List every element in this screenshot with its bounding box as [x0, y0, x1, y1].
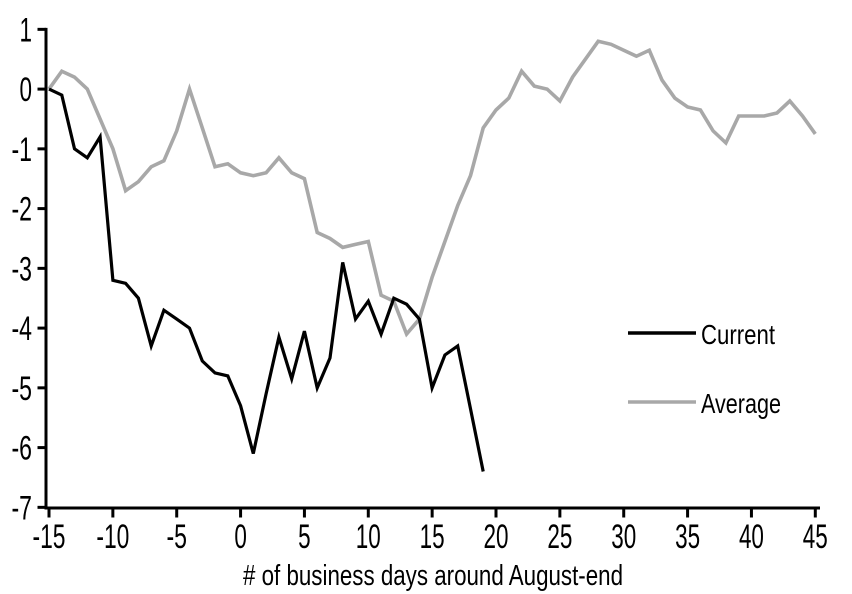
legend: Current Average: [628, 319, 781, 419]
y-tick-label: -3: [12, 250, 33, 288]
x-tick-label: 5: [298, 518, 311, 556]
y-tick-label: -5: [12, 370, 33, 408]
series-line-average: [47, 39, 817, 338]
x-tick-label: 10: [356, 518, 381, 556]
y-tick-label: 1: [20, 11, 33, 49]
axes-layer: [37, 27, 820, 518]
x-tick-label: -5: [166, 518, 187, 556]
x-tick-label: 35: [675, 518, 700, 556]
x-tick-label: 30: [611, 518, 636, 556]
x-tick-label: -15: [33, 518, 66, 556]
x-tick-label: 20: [484, 518, 509, 556]
legend-label-current: Current: [701, 319, 775, 350]
y-tick-label: -1: [12, 131, 33, 169]
x-tick-label: -10: [96, 518, 129, 556]
y-tick-label: -4: [12, 310, 33, 348]
tick-label-layer: 10-1-2-3-4-5-6-7-15 -10 -5 0 5 10 15 20 25 30 35 40…: [12, 11, 828, 556]
x-tick-label: 0: [234, 518, 247, 556]
x-tick-label: 40: [739, 518, 764, 556]
legend-label-average: Average: [701, 388, 781, 419]
series-line-current: [48, 87, 485, 472]
y-tick-label: -2: [12, 191, 33, 229]
x-tick-label: 25: [547, 518, 572, 556]
y-tick-label: -6: [12, 430, 33, 468]
x-axis-title: # of business days around August-end: [243, 560, 623, 592]
y-tick-label: -7: [12, 489, 33, 527]
series-layer: [47, 39, 817, 472]
x-tick-label: 45: [803, 518, 828, 556]
x-tick-label: 15: [420, 518, 445, 556]
y-tick-label: 0: [20, 71, 33, 109]
